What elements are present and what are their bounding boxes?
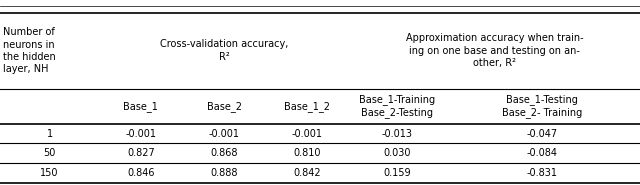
Text: 0.888: 0.888	[211, 168, 237, 178]
Text: 150: 150	[40, 168, 59, 178]
Text: 1: 1	[47, 129, 52, 139]
Text: Base_2: Base_2	[207, 101, 241, 112]
Text: 0.030: 0.030	[383, 148, 410, 158]
Text: Base_1_2: Base_1_2	[284, 101, 330, 112]
Text: Cross-validation accuracy,
R²: Cross-validation accuracy, R²	[160, 39, 288, 63]
Text: 0.868: 0.868	[211, 148, 237, 158]
Text: -0.001: -0.001	[125, 129, 156, 139]
Text: Number of
neurons in
the hidden
layer, NH: Number of neurons in the hidden layer, N…	[3, 27, 56, 75]
Text: -0.831: -0.831	[527, 168, 558, 178]
Text: 0.810: 0.810	[294, 148, 321, 158]
Text: Base_1-Testing
Base_2- Training: Base_1-Testing Base_2- Training	[502, 94, 582, 118]
Text: -0.047: -0.047	[527, 129, 558, 139]
Text: Base_1: Base_1	[124, 101, 158, 112]
Text: 0.846: 0.846	[127, 168, 154, 178]
Text: 0.159: 0.159	[383, 168, 411, 178]
Text: -0.001: -0.001	[209, 129, 239, 139]
Text: -0.084: -0.084	[527, 148, 558, 158]
Text: 50: 50	[44, 148, 56, 158]
Text: -0.001: -0.001	[292, 129, 323, 139]
Text: Base_1-Training
Base_2-Testing: Base_1-Training Base_2-Testing	[359, 94, 435, 118]
Text: 0.827: 0.827	[127, 148, 155, 158]
Text: 0.842: 0.842	[293, 168, 321, 178]
Text: -0.013: -0.013	[381, 129, 412, 139]
Text: Approximation accuracy when train-
ing on one base and testing on an-
other, R²: Approximation accuracy when train- ing o…	[406, 33, 583, 68]
